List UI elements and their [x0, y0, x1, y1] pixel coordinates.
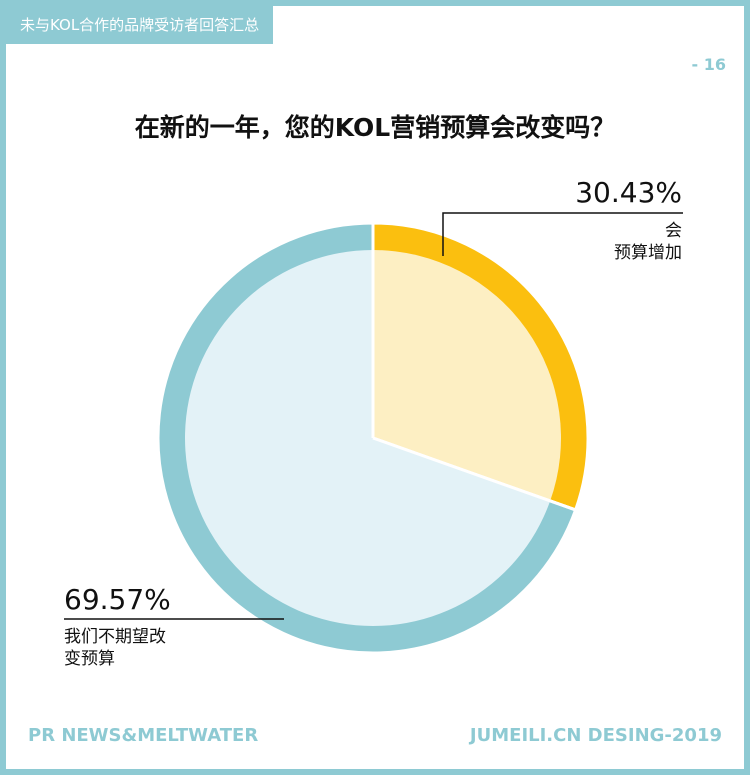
- slice-2-percent: 69.57%: [64, 583, 171, 616]
- slice-2-desc: 我们不期望改 变预算: [64, 626, 166, 670]
- slice-1-desc-line2: 预算增加: [614, 243, 682, 263]
- slice-separator-2: [372, 436, 577, 512]
- slice-1-desc-line1: 会: [665, 221, 682, 241]
- page-number: - 16: [691, 55, 726, 74]
- slice-2-label: 69.57%: [64, 583, 171, 616]
- slice-1-percent: 30.43%: [575, 176, 682, 209]
- header-tag: 未与KOL合作的品牌受访者回答汇总: [6, 6, 274, 44]
- leader-line-slice-1: [442, 212, 683, 256]
- footer-right: JUMEILI.CN DESING-2019: [469, 725, 722, 746]
- slice-2-desc-line2: 变预算: [64, 649, 115, 669]
- pie-slice-2-fill: [184, 250, 551, 626]
- slice-1-desc: 会 预算增加: [572, 220, 682, 264]
- pie-slice-1-fill: [373, 250, 561, 501]
- footer-left: PR NEWS&MELTWATER: [28, 725, 259, 746]
- chart-title: 在新的一年，您的KOL营销预算会改变吗？: [134, 113, 616, 142]
- slice-2-desc-line1: 我们不期望改: [64, 627, 166, 647]
- slice-1-label: 30.43%: [572, 176, 682, 209]
